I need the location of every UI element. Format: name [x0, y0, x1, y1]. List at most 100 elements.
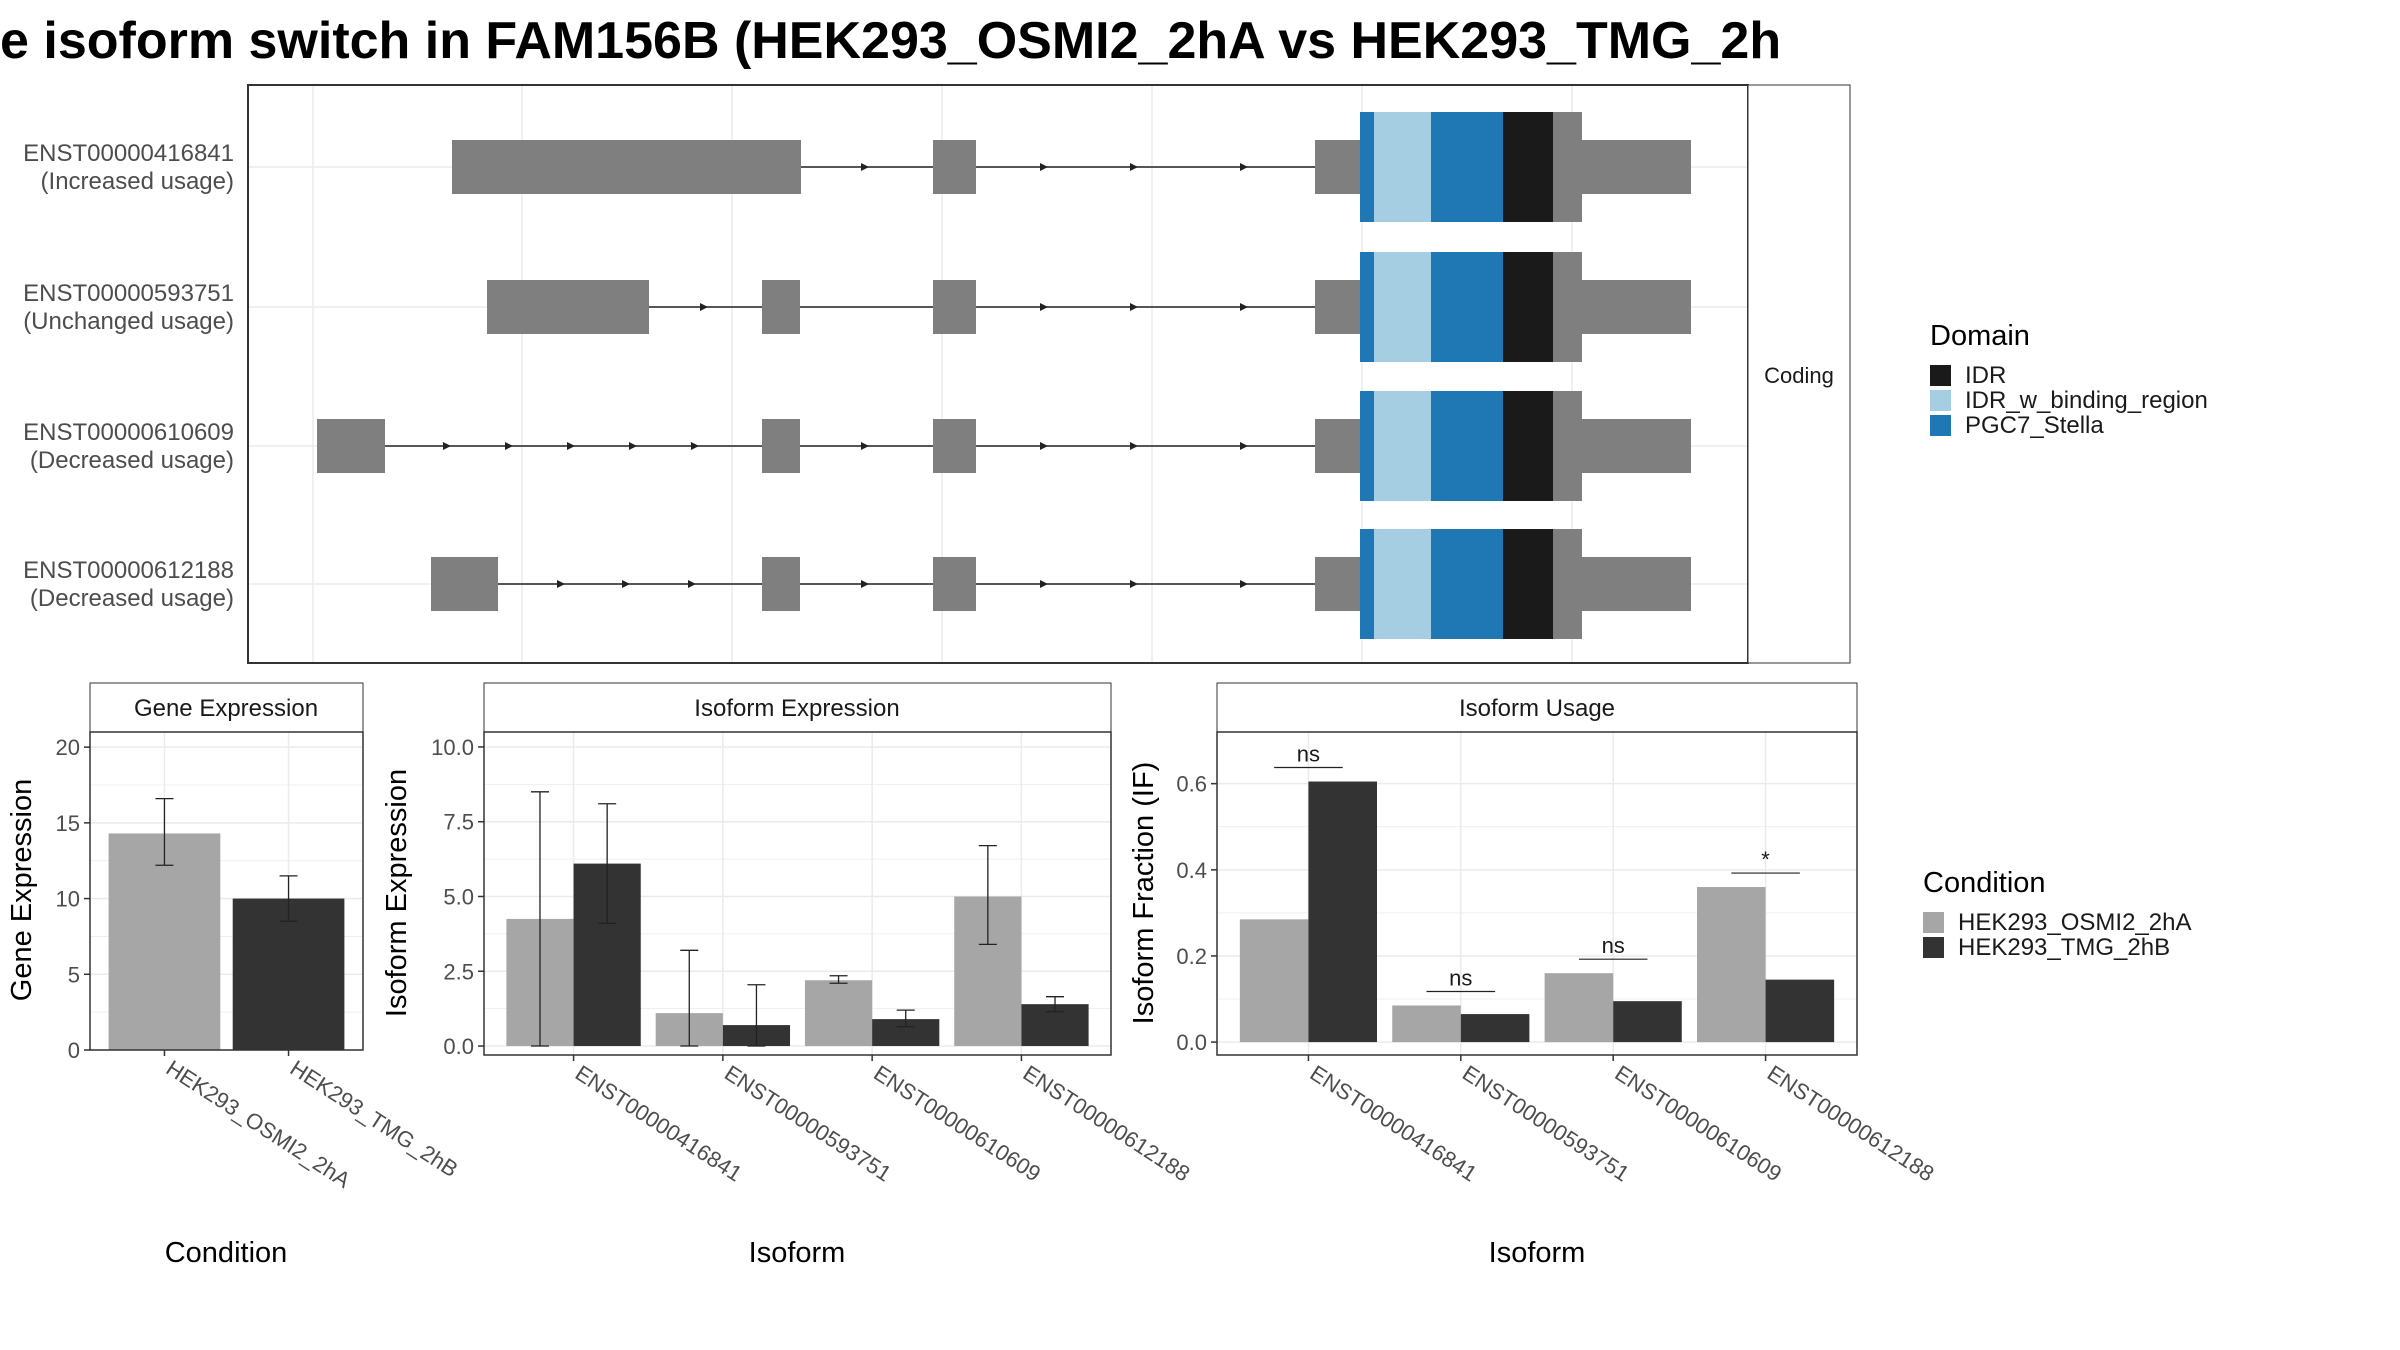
gene-expr-strip	[89, 682, 364, 733]
intron-arrow	[567, 442, 575, 450]
x-tick-label: ENST00000612188	[1763, 1060, 1939, 1186]
y-tick-label: 5	[68, 962, 80, 987]
iso-expr-panel-border	[483, 731, 1112, 1056]
transcript-id-label: ENST00000416841	[23, 140, 234, 167]
domain-idr	[1503, 252, 1553, 362]
figure-title: e isoform switch in FAM156B (HEK293_OSMI…	[0, 12, 1781, 70]
legend-key-idr-binding	[1930, 390, 1951, 411]
x-tick-label: ENST00000416841	[1306, 1060, 1482, 1186]
iso-expr-y-label: Isoform Expression	[381, 769, 413, 1017]
significance-label: ns	[1297, 742, 1320, 767]
isoform-usage-chart: Isoform Usage ns ns ns * 0.0 0.2 0.4 0.6 ENST00…	[1128, 682, 1939, 1269]
bar	[1460, 1014, 1530, 1043]
intron-arrow	[1040, 163, 1048, 171]
significance-label: *	[1761, 847, 1770, 872]
exon-utr	[1582, 557, 1691, 611]
y-tick-label: 0.6	[1176, 772, 1207, 797]
domain-pgc7	[1360, 529, 1374, 639]
exon-utr	[762, 419, 800, 473]
transcript-usage-label: (Decreased usage)	[30, 585, 234, 612]
bar	[1544, 973, 1614, 1043]
bar	[1765, 979, 1835, 1043]
bar	[232, 898, 345, 1050]
gene-expr-x-label: Condition	[165, 1237, 288, 1269]
transcript-usage-label: (Unchanged usage)	[23, 308, 234, 335]
legend-key-idr	[1930, 365, 1951, 386]
legend-label-cond-a: HEK293_OSMI2_2hA	[1958, 909, 2191, 936]
domain-idr	[1503, 112, 1553, 222]
domain-legend-title: Domain	[1930, 320, 2030, 352]
exon-utr	[487, 280, 649, 334]
domain-idr-binding	[1374, 529, 1431, 639]
legend-key-cond-a	[1923, 912, 1944, 933]
isoform-expression-chart: Isoform Expression 0.0 2.5 5.0 7.5 10.0 ENST0…	[381, 682, 1195, 1269]
exon-utr	[1582, 140, 1691, 194]
intron-arrow	[622, 580, 630, 588]
iso-usage-strip	[1216, 682, 1858, 733]
intron-arrow	[557, 580, 565, 588]
intron-arrow	[1040, 442, 1048, 450]
domain-pgc7	[1360, 252, 1374, 362]
intron-arrow	[691, 442, 699, 450]
significance-label: ns	[1449, 965, 1472, 990]
significance-label: ns	[1602, 933, 1625, 958]
x-tick-label: ENST00000593751	[720, 1060, 896, 1186]
transcript-id-label: ENST00000612188	[23, 557, 234, 584]
x-tick-label: ENST00000612188	[1019, 1060, 1195, 1186]
iso-usage-panel-border	[1216, 731, 1858, 1056]
exon-utr	[933, 280, 976, 334]
intron-arrow	[1130, 580, 1138, 588]
exon-utr	[1582, 280, 1691, 334]
exon-utr	[1315, 140, 1360, 194]
domain-pgc7	[1431, 529, 1503, 639]
bar	[108, 833, 221, 1050]
domain-legend: Domain IDR IDR_w_binding_region PGC7_Ste…	[1930, 320, 2208, 439]
exon-utr	[431, 557, 498, 611]
iso-expr-bars	[506, 791, 1089, 1047]
y-tick-label: 10	[56, 887, 80, 912]
intron-arrow	[1240, 163, 1248, 171]
intron-arrow	[861, 442, 869, 450]
y-tick-label: 5.0	[443, 884, 474, 909]
y-tick-label: 0.4	[1176, 858, 1207, 883]
intron-arrow	[629, 442, 637, 450]
intron-arrow	[1040, 580, 1048, 588]
coding-strip	[1747, 84, 1851, 664]
gene-structure-panel: Coding ENST00000416841(Increased usage)E…	[23, 84, 1851, 664]
y-tick-label: 10.0	[431, 735, 474, 760]
iso-expr-strip	[483, 682, 1112, 733]
legend-key-cond-b	[1923, 937, 1944, 958]
domain-pgc7	[1360, 391, 1374, 501]
legend-label-idr-binding: IDR_w_binding_region	[1965, 387, 2208, 414]
iso-usage-x-label: Isoform	[1489, 1237, 1586, 1269]
condition-legend-title: Condition	[1923, 867, 2046, 899]
y-tick-label: 2.5	[443, 959, 474, 984]
condition-legend: Condition HEK293_OSMI2_2hA HEK293_TMG_2h…	[1923, 867, 2191, 961]
legend-label-cond-b: HEK293_TMG_2hB	[1958, 934, 2170, 961]
intron-arrow	[1130, 163, 1138, 171]
y-tick-label: 15	[56, 811, 80, 836]
structure-features	[317, 112, 1691, 639]
iso-usage-y-label: Isoform Fraction (IF)	[1128, 762, 1160, 1025]
x-tick-label: ENST00000416841	[571, 1060, 747, 1186]
y-tick-label: 0.0	[1176, 1030, 1207, 1055]
intron-arrow	[1240, 580, 1248, 588]
exon-utr	[1315, 557, 1360, 611]
exon-utr	[1582, 419, 1691, 473]
exon-utr	[933, 140, 976, 194]
transcript-id-label: ENST00000610609	[23, 419, 234, 446]
x-tick-label: ENST00000610609	[869, 1060, 1045, 1186]
transcript-id-label: ENST00000593751	[23, 280, 234, 307]
transcript-labels: ENST00000416841(Increased usage) ENST0000…	[23, 140, 234, 612]
exon-utr	[762, 557, 800, 611]
gene-expr-panel-border	[89, 731, 364, 1051]
x-tick-label: ENST00000610609	[1610, 1060, 1786, 1186]
exon-utr	[1315, 419, 1360, 473]
gene-expr-y-label: Gene Expression	[6, 779, 38, 1001]
x-tick-label: ENST00000593751	[1458, 1060, 1634, 1186]
intron-arrow	[505, 442, 513, 450]
y-tick-label: 0.0	[443, 1034, 474, 1059]
y-tick-label: 0	[68, 1038, 80, 1063]
iso-expr-x-label: Isoform	[749, 1237, 846, 1269]
